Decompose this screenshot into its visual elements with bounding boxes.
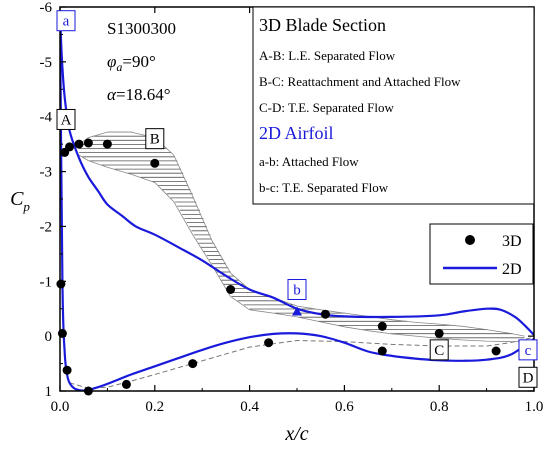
point-3d-18 <box>377 346 387 356</box>
notes-title-3d: 3D Blade Section <box>259 15 386 35</box>
point-3d-2 <box>65 142 74 152</box>
point-3d-10 <box>434 328 444 338</box>
point-label-box-c <box>518 339 538 361</box>
y-tick-label-1: -5 <box>40 55 53 71</box>
marker-b <box>292 306 302 316</box>
x-tick-label-4: 0.8 <box>430 399 449 415</box>
point-label-A: A <box>56 108 76 130</box>
point-label-text-a: a <box>63 14 70 30</box>
point-label-B: B <box>145 128 165 150</box>
phi-value: φa=90° <box>107 52 156 74</box>
y-axis-title: Cp <box>10 188 30 214</box>
y-tick-label-4: -2 <box>40 219 53 235</box>
x-tick-label-0: 0.0 <box>51 399 70 415</box>
point-label-box-A <box>56 108 76 130</box>
notes-title-2d: 2D Airfoil <box>259 123 334 143</box>
band-3d <box>78 131 525 342</box>
point-3d-13 <box>62 365 72 375</box>
point-3d-3 <box>74 139 84 149</box>
dashed-lower-3d <box>69 336 534 389</box>
case-annotation: S1300300 φa=90° α=18.64° <box>107 19 176 104</box>
case-id: S1300300 <box>107 19 176 38</box>
x-tick-label-3: 0.6 <box>335 399 354 415</box>
point-label-text-D: D <box>523 370 534 386</box>
series-2d-upper <box>60 12 534 336</box>
x-tick-label-5: 1.0 <box>525 399 544 415</box>
series-2d <box>60 12 534 391</box>
svg-text:Cp: Cp <box>10 188 30 214</box>
x-tick-label-2: 0.4 <box>240 399 259 415</box>
band-top-edge <box>78 131 525 337</box>
point-label-text-C: C <box>434 343 444 359</box>
point-3d-5 <box>102 139 112 149</box>
notes-3d-line-1: A-B: L.E. Separated Flow <box>259 48 396 63</box>
y-tick-label-7: 1 <box>45 384 53 400</box>
point-label-text-c: c <box>525 343 532 359</box>
point-label-C: C <box>429 339 449 361</box>
point-label-c: c <box>518 339 538 361</box>
notes-2d-line-2: b-c: T.E. Separated Flow <box>259 180 389 195</box>
y-tick-label-2: -4 <box>40 110 53 126</box>
point-label-box-a <box>56 10 76 32</box>
notes-3d-line-2: B-C: Reattachment and Attached Flow <box>259 74 461 89</box>
point-label-D: D <box>518 366 538 388</box>
point-label-b: b <box>287 279 307 301</box>
point-3d-11 <box>491 346 501 356</box>
point-labels: A B C Da b c <box>56 10 538 388</box>
notes-box: 3D Blade Section A-B: L.E. Separated Flo… <box>252 6 535 205</box>
point-3d-9 <box>377 321 387 331</box>
band-bottom-edge <box>78 154 525 342</box>
y-tick-label-5: -1 <box>40 274 53 290</box>
axis-ticks: 0.0 0.2 0.4 0.6 0.8 1.0 -6 -5 -4 -3 -2 -1 0 1 <box>40 0 544 415</box>
legend-3d-marker <box>465 235 475 245</box>
y-tick-label-6: 0 <box>45 329 53 345</box>
x-tick-label-1: 0.2 <box>145 399 164 415</box>
point-3d-6 <box>150 158 160 168</box>
y-tick-label-0: -6 <box>40 0 53 16</box>
point-3d-17 <box>264 338 274 348</box>
notes-3d-line-3: C-D: T.E. Separated Flow <box>259 100 395 115</box>
legend: 3D 2D <box>429 223 534 285</box>
point-3d-15 <box>121 379 131 389</box>
legend-3d-label: 3D <box>502 233 522 250</box>
point-3d-16 <box>188 359 198 369</box>
alpha-value: α=18.64° <box>107 85 171 104</box>
point-label-box-C <box>429 339 449 361</box>
legend-2d-label: 2D <box>502 261 522 278</box>
y-tick-label-3: -3 <box>40 165 53 181</box>
point-3d-7 <box>226 285 236 294</box>
notes-2d-line-1: a-b: Attached Flow <box>259 154 359 169</box>
point-label-box-b <box>287 279 307 301</box>
point-3d-4 <box>83 138 93 148</box>
point-3d-8 <box>320 309 330 319</box>
point-label-box-B <box>145 128 165 150</box>
point-label-text-B: B <box>150 132 160 148</box>
dashed-lower-curve <box>69 336 534 389</box>
point-label-box-D <box>518 366 538 388</box>
point-label-text-b: b <box>293 283 301 299</box>
x-axis-title: x/c <box>284 423 308 445</box>
series-2d-lower <box>60 12 534 391</box>
point-label-a: a <box>56 10 76 32</box>
point-label-text-A: A <box>61 112 72 128</box>
